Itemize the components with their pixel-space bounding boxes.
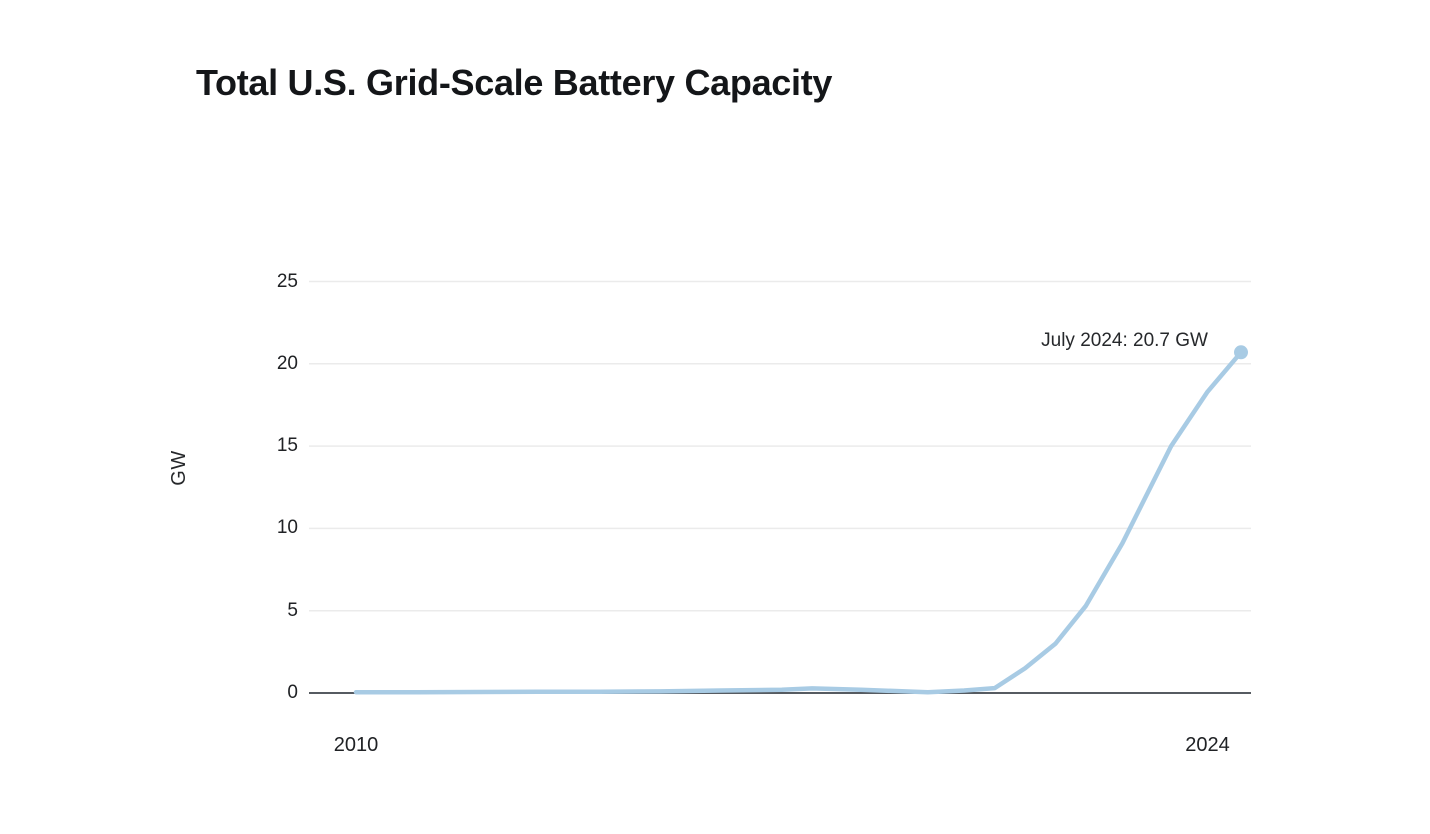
y-tick-label: 10 [276,517,298,539]
x-tick-label: 2024 [1185,734,1230,756]
y-tick-label: 20 [276,352,298,374]
y-tick-label: 5 [287,599,298,621]
annotation-latest-value: July 2024: 20.7 GW [1041,330,1208,351]
chart-title: Total U.S. Grid-Scale Battery Capacity [196,62,833,103]
y-tick-label: 25 [276,270,298,292]
x-tick-label: 2010 [333,734,379,756]
y-tick-label: 0 [287,682,298,703]
capacity-line [353,350,1244,695]
y-tick-label: 15 [276,435,298,457]
latest-point-marker [1234,345,1248,360]
